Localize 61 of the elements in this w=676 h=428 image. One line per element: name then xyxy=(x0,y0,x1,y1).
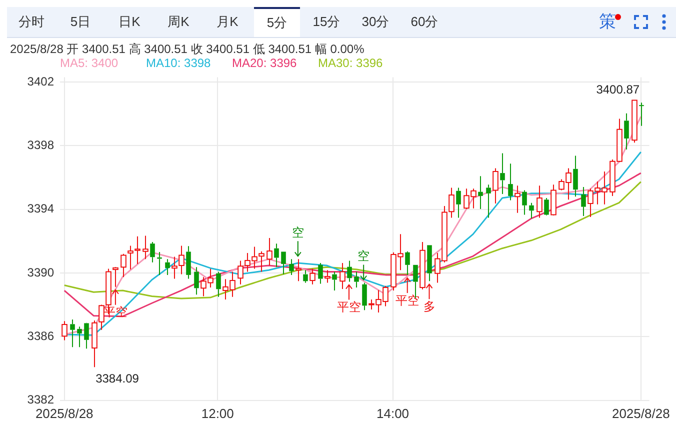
candlestick xyxy=(486,184,491,218)
text: 月K xyxy=(216,13,240,31)
candlestick xyxy=(427,245,432,282)
candlestick xyxy=(303,270,308,284)
annotation: 3400.87 xyxy=(596,82,640,96)
text: MA5: 3400 xyxy=(60,56,120,70)
candlestick xyxy=(405,250,410,276)
annotation: 空 xyxy=(358,249,370,264)
y-tick-label: 3398 xyxy=(27,138,54,152)
candlestick xyxy=(347,260,352,282)
text: 策 xyxy=(599,11,616,33)
candlestick xyxy=(274,243,279,268)
y-tick-label: 3386 xyxy=(27,329,54,344)
candlestick xyxy=(186,246,191,280)
y-tick-label: 3382 xyxy=(27,392,54,407)
candlestick xyxy=(332,271,337,292)
candlestick xyxy=(456,187,461,218)
candlestick xyxy=(216,271,221,298)
candlestick xyxy=(573,155,578,198)
y-tick-label: 3390 xyxy=(27,265,54,280)
text: MA30: 3396 xyxy=(318,56,384,70)
text: MA20: 3396 xyxy=(232,56,298,70)
annotation: 3384.09 xyxy=(96,371,140,386)
candlestick xyxy=(281,252,286,275)
candlestick xyxy=(581,186,586,217)
candlestick xyxy=(508,163,513,201)
candlestick xyxy=(194,266,199,296)
text: 60分 xyxy=(410,13,440,31)
x-tick-label: 2025/8/28 xyxy=(35,406,94,421)
y-tick-label: 3394 xyxy=(27,202,54,216)
text: MA10: 3398 xyxy=(146,56,212,70)
annotation: 平空 xyxy=(395,293,420,308)
text: 5日 xyxy=(69,13,92,31)
annotation: 空 xyxy=(292,225,304,240)
text: 15分 xyxy=(312,13,342,31)
candlestick xyxy=(522,190,527,216)
candlestick xyxy=(624,112,629,150)
text: 5分 xyxy=(254,7,300,37)
candlestick xyxy=(529,202,534,219)
x-tick-label: 12:00 xyxy=(201,406,234,421)
annotation: 多 xyxy=(423,299,436,314)
text: 30分 xyxy=(360,13,390,31)
x-tick-label: 2025/8/28 xyxy=(612,406,670,421)
x-tick-label: 14:00 xyxy=(376,406,410,421)
text: 周K xyxy=(166,13,190,31)
candlestick xyxy=(318,262,323,284)
candlestick xyxy=(70,319,75,348)
y-tick-label: 3402 xyxy=(27,74,54,88)
candlestick xyxy=(639,102,644,126)
candlestick xyxy=(500,152,505,195)
chart-subtitle: 2025/8/28 开 3400.51 高 3400.51 收 3400.51 低 3400.51 幅 0.00% xyxy=(10,41,364,58)
candlestick xyxy=(354,271,359,288)
text: 日K xyxy=(118,13,142,31)
annotation: 平空 xyxy=(336,300,361,314)
text: 分时 xyxy=(18,13,46,31)
candlestick xyxy=(150,241,155,263)
candlestick xyxy=(165,258,170,276)
candlestick xyxy=(478,176,483,210)
candlestick xyxy=(362,282,367,311)
candlestick xyxy=(77,326,82,348)
candlestick xyxy=(289,258,294,276)
